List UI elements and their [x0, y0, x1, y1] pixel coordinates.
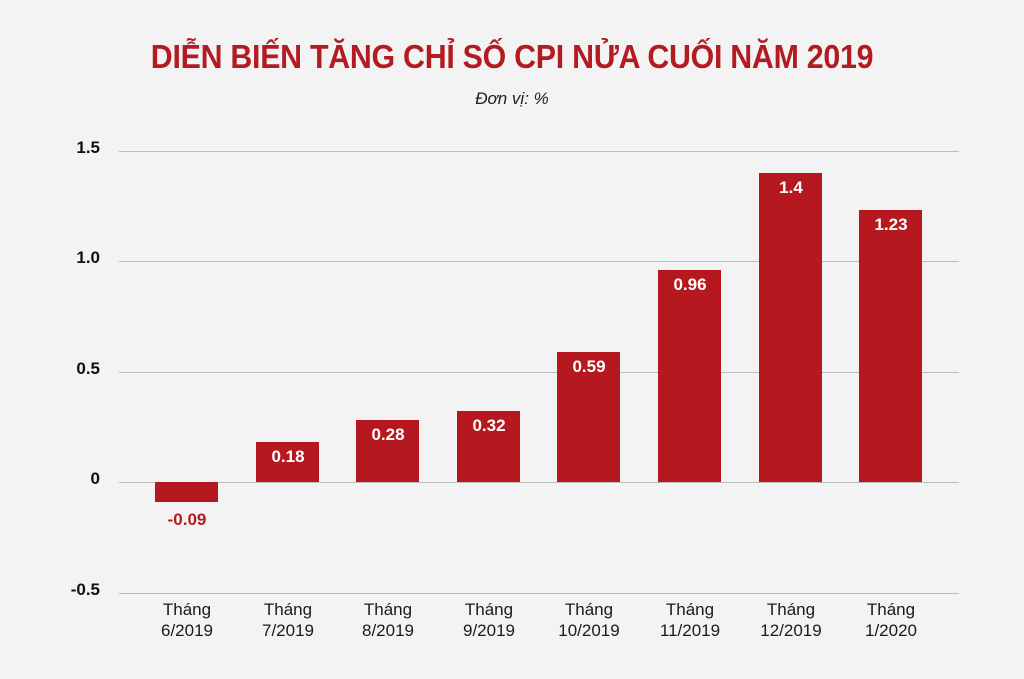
- x-label-line-2: 10/2019: [558, 621, 620, 640]
- bar-value-label: -0.09: [167, 510, 207, 529]
- x-label-line-1: Tháng: [665, 600, 715, 619]
- x-label-line-2: 1/2020: [865, 621, 917, 640]
- x-axis-category-label: Tháng 8/2019: [338, 599, 438, 641]
- gridline: [119, 261, 959, 262]
- x-label-line-1: Tháng: [464, 600, 514, 619]
- y-axis-tick-label: -0.5: [70, 580, 100, 599]
- gridline: [119, 482, 959, 483]
- bar-value-label: 1.23: [874, 215, 908, 234]
- x-label-line-2: 7/2019: [262, 621, 314, 640]
- y-axis-tick-label: 0.5: [76, 359, 100, 378]
- x-label-line-2: 8/2019: [362, 621, 414, 640]
- bar: [256, 442, 319, 482]
- bar: [457, 411, 520, 482]
- x-label-line-2: 11/2019: [659, 621, 721, 640]
- chart-title: DIỄN BIẾN TĂNG CHỈ SỐ CPI NỬA CUỐI NĂM 2…: [150, 38, 874, 75]
- bar: [658, 270, 721, 482]
- gridline: [119, 372, 959, 373]
- x-axis-category-label: Tháng 6/2019: [137, 599, 237, 641]
- y-axis-tick-label: 1.5: [76, 138, 100, 157]
- y-axis-tick-label: 0: [90, 469, 100, 488]
- gridline: [119, 151, 959, 152]
- bar-value-label: 0.18: [271, 447, 305, 466]
- bar-value-label: 0.28: [371, 425, 405, 444]
- x-label-line-1: Tháng: [363, 600, 413, 619]
- x-axis-category-label: Tháng 7/2019: [238, 599, 338, 641]
- bar-value-label: 0.96: [673, 275, 707, 294]
- bar: [759, 173, 822, 482]
- bar-value-label: 0.32: [472, 416, 506, 435]
- x-axis-category-label: Tháng 10/2019: [539, 599, 639, 641]
- bar: [356, 420, 419, 482]
- bar-value-label: 1.4: [779, 178, 803, 197]
- chart-subtitle-unit: Đơn vị: %: [475, 89, 549, 108]
- x-label-line-1: Tháng: [866, 600, 916, 619]
- bar: [155, 482, 218, 502]
- x-label-line-1: Tháng: [564, 600, 614, 619]
- x-axis-category-label: Tháng 11/2019: [640, 599, 740, 641]
- bar: [859, 210, 922, 482]
- x-label-line-1: Tháng: [263, 600, 313, 619]
- bar: [557, 352, 620, 482]
- x-label-line-2: 9/2019: [463, 621, 515, 640]
- x-label-line-2: 12/2019: [760, 621, 822, 640]
- x-axis-category-label: Tháng 12/2019: [741, 599, 841, 641]
- x-label-line-1: Tháng: [766, 600, 816, 619]
- x-label-line-2: 6/2019: [161, 621, 213, 640]
- x-axis-category-label: Tháng 9/2019: [439, 599, 539, 641]
- y-axis-tick-label: 1.0: [76, 248, 100, 267]
- bar-value-label: 0.59: [572, 357, 606, 376]
- gridline: [119, 593, 959, 594]
- x-label-line-1: Tháng: [162, 600, 212, 619]
- x-axis-category-label: Tháng 1/2020: [841, 599, 941, 641]
